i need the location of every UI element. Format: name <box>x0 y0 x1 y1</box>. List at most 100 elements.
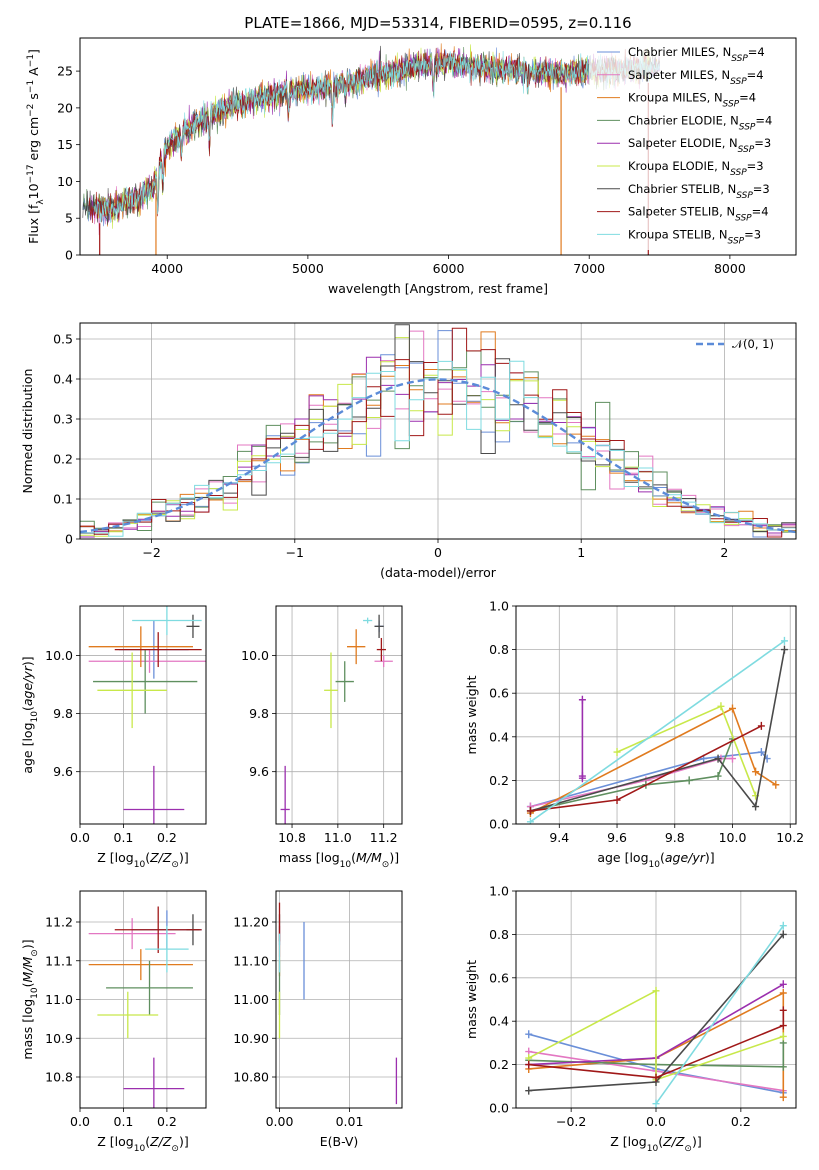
errorbar-point <box>93 649 198 714</box>
x-axis-label-part: age/yr <box>665 850 706 865</box>
weight-series-marker <box>526 806 534 815</box>
axes-frame <box>275 890 403 1109</box>
x-axis-label-part: ⊙ <box>684 1144 692 1154</box>
y-axis-label-part: 10 <box>30 711 40 723</box>
axes-mass_vs_ebv: 0.00 0.01 10.80 10.90 11.00 11.10 11.20 E(B-V) <box>233 890 403 1149</box>
x-tick-label: 9.8 <box>665 830 685 845</box>
axes-weight_vs_age: 9.4 9.6 9.8 10.0 10.2 0.0 0.2 0.4 0.6 0.8 1.0 age [… <box>464 599 804 871</box>
legend-label: Kroupa MILES, NSSP=4 <box>628 91 756 110</box>
x-axis-label: (data-model)/error <box>380 565 497 580</box>
weight-series-marker <box>525 1060 533 1069</box>
weight-series-marker <box>779 988 787 997</box>
weight-series-marker <box>752 802 760 811</box>
axes-frame <box>79 322 797 540</box>
weight-series-marker <box>779 1021 787 1030</box>
x-axis-label-part: )] <box>692 1134 702 1149</box>
x-axis-label-part: Z [log <box>610 1134 646 1149</box>
legend-label-part: =4 <box>739 91 756 105</box>
y-tick-label: 0.3 <box>53 412 73 427</box>
y-tick-label: 9.8 <box>249 706 269 721</box>
errorbar-point <box>145 925 189 973</box>
y-axis-label-part: −1 <box>26 54 36 67</box>
y-axis-label: Flux [fλ10−17 erg cm−2 s−1 A−1] <box>26 49 46 244</box>
y-tick-label: 0.6 <box>489 970 509 985</box>
legend-label: 𝒩(0, 1) <box>732 337 774 351</box>
y-axis-label-part: age/yr <box>20 665 35 706</box>
y-tick-label: 11.00 <box>233 992 269 1007</box>
legend-label: Chabrier STELIB, NSSP=3 <box>628 182 770 201</box>
legend-label-part: =4 <box>748 45 765 59</box>
legend-label-part: SSP <box>728 236 745 246</box>
legend-label-part: =3 <box>753 182 770 196</box>
y-axis-label-part: M/M <box>20 956 35 982</box>
y-axis-label-part: s <box>26 93 41 104</box>
y-tick-label: 10.80 <box>233 1070 269 1085</box>
axes-frame <box>79 890 207 1109</box>
errorbar-point <box>123 765 185 824</box>
y-tick-label: 1.0 <box>489 599 509 614</box>
weight-series-line <box>530 757 733 808</box>
weight-series-line <box>528 1010 785 1079</box>
x-axis-label: age [log10(age/yr)] <box>597 850 714 870</box>
plot-area-weight_vs_Z <box>525 921 787 1108</box>
weight-series-marker <box>779 1093 787 1102</box>
y-tick-label: 0.4 <box>489 729 509 744</box>
x-tick-label: 0.2 <box>157 830 177 845</box>
legend-label-part: Chabrier ELODIE, N <box>628 113 739 127</box>
weight-series-line <box>528 989 784 1081</box>
plot-area-mass_vs_ebv <box>278 902 398 1105</box>
y-tick-label: 0.8 <box>489 642 509 657</box>
y-axis-label: age [log10(age/yr)] <box>20 656 40 773</box>
plot-area-age_vs_mass <box>280 614 393 824</box>
y-axis-label-part: )] <box>20 656 35 666</box>
legend-label-part: =4 <box>747 68 764 82</box>
y-tick-label: 0.4 <box>53 372 73 387</box>
y-axis-label-part: Flux [f <box>26 204 41 244</box>
weight-series-line <box>530 707 777 814</box>
x-tick-label: 10.0 <box>719 830 747 845</box>
y-tick-label: 0.4 <box>489 1014 509 1029</box>
plot-area-spectrum <box>82 43 660 255</box>
axes-age_vs_mass: 10.8 11.0 11.2 9.6 9.8 10.0 mass [log10(M/M⊙)] <box>241 605 403 870</box>
x-axis-label-part: ( <box>145 850 150 865</box>
y-axis-label-part: A <box>26 67 41 80</box>
y-tick-label: 15 <box>57 137 73 152</box>
y-tick-label: 11.0 <box>45 992 73 1007</box>
y-axis-label-part: mass [log <box>20 999 35 1060</box>
weight-series-line <box>528 1042 785 1068</box>
errorbar-point <box>324 652 338 729</box>
weight-series-marker <box>752 767 760 776</box>
y-tick-label: 0.2 <box>53 452 73 467</box>
x-tick-label: 0.2 <box>731 1114 751 1129</box>
weight-series-marker <box>578 695 586 704</box>
legend-label-part: =4 <box>755 113 772 127</box>
errorbar-point <box>347 629 366 665</box>
y-axis-label-part: 10 <box>26 183 41 199</box>
weight-series-marker <box>779 930 787 939</box>
axes-residuals: −2 −1 0 1 2 0 0.1 0.2 0.3 0.4 0.5 (data-model)/erro… <box>20 322 797 580</box>
legend-label-part: SSP <box>736 191 753 201</box>
axes-age_vs_Z: 0.0 0.1 0.29.69.810.0Z [log10(Z/Z⊙)]age [l… <box>20 605 207 870</box>
x-tick-label: 9.6 <box>607 830 627 845</box>
weight-series-marker <box>526 817 534 824</box>
weight-series-marker <box>717 702 725 711</box>
weight-series-marker <box>613 748 621 757</box>
y-tick-label: 0.1 <box>53 492 73 507</box>
x-axis-label-part: 10 <box>134 860 146 870</box>
weight-series-marker <box>780 636 788 645</box>
legend-label-part: SSP <box>730 168 747 178</box>
y-axis-label-part: mass weight <box>464 675 479 754</box>
x-axis-label-part: ( <box>660 850 665 865</box>
y-tick-label: 0.0 <box>489 1101 509 1116</box>
x-axis-label: E(B-V) <box>320 1134 359 1149</box>
legend-label: Chabrier MILES, NSSP=4 <box>628 45 765 64</box>
axes-frame <box>515 890 797 1109</box>
x-axis-label: Z [log10(Z/Z⊙)] <box>97 1134 188 1154</box>
x-tick-label: 0.1 <box>114 1114 134 1129</box>
weight-series-marker <box>652 1073 660 1082</box>
plot-area-weight_vs_age <box>526 636 788 824</box>
normal-curve <box>80 378 796 534</box>
y-axis-label-part: 10 <box>30 987 40 999</box>
x-axis-label-part: Z [log <box>97 1134 133 1149</box>
x-tick-label: 4000 <box>151 261 183 276</box>
